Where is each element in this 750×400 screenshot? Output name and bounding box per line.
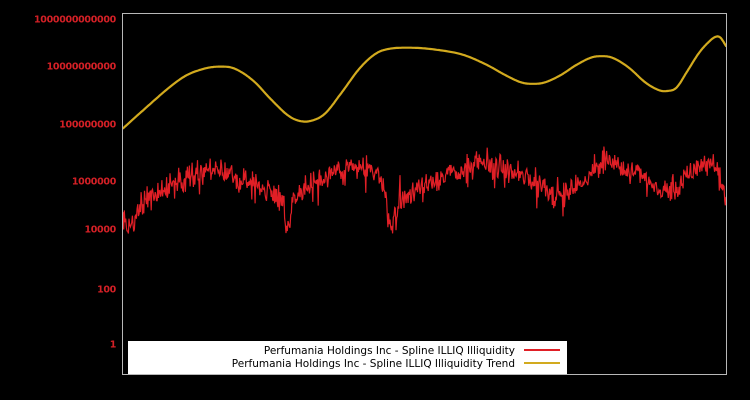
legend-entry-series: Perfumania Holdings Inc - Spline ILLIQ I… xyxy=(133,344,562,357)
plot-area xyxy=(122,13,727,375)
illiquidity-line-path xyxy=(123,146,726,234)
legend-entry-trend: Perfumania Holdings Inc - Spline ILLIQ I… xyxy=(133,357,562,370)
y-axis: 1000000000000 10000000000 100000000 1000… xyxy=(0,0,122,400)
y-tick-label: 1000000 xyxy=(71,176,116,188)
legend-box: Perfumania Holdings Inc - Spline ILLIQ I… xyxy=(128,341,567,374)
y-tick-label: 10000000000 xyxy=(46,61,117,73)
line-swatch-trend-icon xyxy=(524,361,560,366)
series-canvas xyxy=(123,35,726,234)
legend-label-trend: Perfumania Holdings Inc - Spline ILLIQ I… xyxy=(231,357,515,370)
line-swatch-series-icon xyxy=(524,348,560,353)
y-tick-label: 1 xyxy=(109,339,117,351)
trend-line-path xyxy=(123,35,726,130)
y-tick-label: 1000000000000 xyxy=(33,14,116,26)
y-tick-label: 100 xyxy=(97,284,116,296)
y-tick-label: 10000 xyxy=(84,224,116,236)
legend-label-series: Perfumania Holdings Inc - Spline ILLIQ I… xyxy=(263,344,515,357)
y-tick-label: 100000000 xyxy=(59,119,116,131)
